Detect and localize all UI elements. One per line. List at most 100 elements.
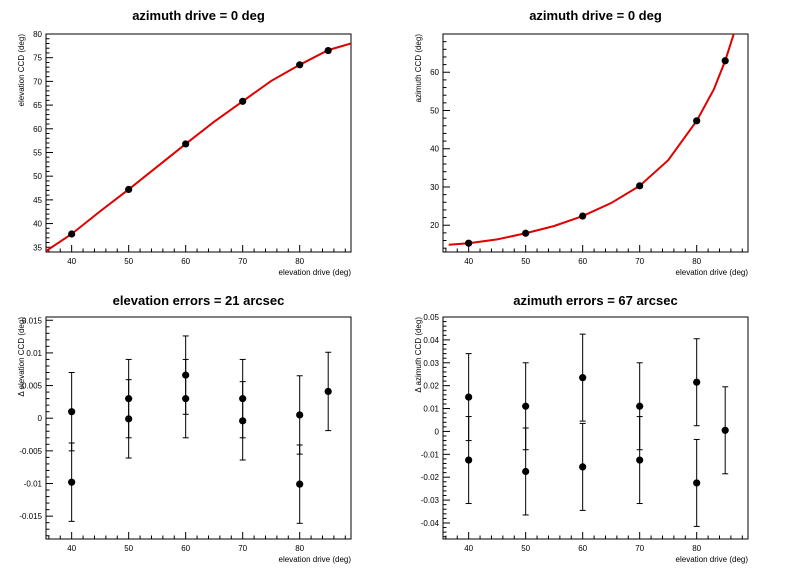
y-tick-label: -0.005: [19, 447, 42, 456]
data-point: [693, 378, 701, 386]
data-point: [522, 402, 530, 410]
y-axis-label: elevation CCD (deg): [17, 34, 26, 107]
data-point: [296, 61, 304, 69]
data-point: [182, 395, 190, 403]
data-point: [721, 57, 729, 65]
y-tick-label: 0.01: [26, 349, 42, 358]
x-axis-label: elevation drive (deg): [279, 555, 352, 564]
data-point: [693, 479, 701, 487]
x-tick-label: 80: [295, 257, 304, 266]
y-tick-label: 55: [33, 148, 42, 157]
y-tick-label: -0.03: [421, 496, 440, 505]
data-point: [636, 402, 644, 410]
y-axis-label: Δ azimuth CCD (deg): [414, 317, 423, 393]
x-tick-label: 70: [635, 544, 644, 553]
x-tick-label: 50: [124, 544, 133, 553]
chart-title: azimuth errors = 67 arcsec: [513, 293, 677, 308]
y-axis-label: Δ elevation CCD (deg): [17, 317, 26, 397]
chart-title: azimuth drive = 0 deg: [529, 8, 662, 23]
data-point: [522, 467, 530, 476]
data-point: [465, 456, 473, 464]
data-point: [693, 117, 701, 125]
data-point: [579, 463, 587, 471]
plot-frame: [45, 33, 352, 253]
y-tick-label: 0: [435, 427, 440, 436]
x-tick-label: 80: [692, 257, 701, 266]
data-point: [296, 480, 304, 488]
x-axis-label: elevation drive (deg): [676, 268, 749, 277]
y-tick-label: 60: [430, 68, 439, 77]
x-tick-label: 50: [124, 257, 133, 266]
y-tick-label: 20: [430, 221, 439, 230]
y-tick-label: 35: [33, 243, 42, 252]
data-point: [68, 478, 76, 486]
x-tick-label: 80: [295, 544, 304, 553]
data-point: [182, 140, 190, 148]
data-point: [125, 185, 133, 194]
data-point: [636, 456, 644, 464]
y-tick-label: 50: [33, 172, 42, 181]
x-tick-label: 60: [578, 544, 587, 553]
x-tick-label: 60: [578, 257, 587, 266]
x-tick-label: 40: [67, 257, 76, 266]
data-point: [579, 374, 587, 382]
y-tick-label: 0.015: [22, 316, 43, 325]
y-tick-label: -0.015: [19, 512, 42, 521]
y-tick-label: -0.02: [421, 473, 440, 482]
y-tick-label: 40: [430, 145, 439, 154]
x-axis-label: elevation drive (deg): [279, 268, 352, 277]
x-axis-label: elevation drive (deg): [676, 555, 749, 564]
y-tick-label: 0.005: [22, 382, 43, 391]
y-tick-label: 60: [33, 125, 42, 134]
x-tick-label: 60: [181, 257, 190, 266]
data-point: [636, 182, 644, 190]
y-tick-label: 0.03: [423, 359, 439, 368]
chart-panel-4: azimuth errors = 67 arcsec 40 50 60 70 80 -0.0…: [414, 293, 749, 564]
y-tick-label: 0.04: [423, 336, 439, 345]
x-tick-label: 50: [521, 257, 530, 266]
x-tick-label: 60: [181, 544, 190, 553]
chart-title: azimuth drive = 0 deg: [132, 8, 265, 23]
fit-curve: [46, 42, 351, 252]
x-tick-label: 80: [692, 544, 701, 553]
y-tick-label: -0.01: [421, 450, 440, 459]
data-point: [296, 411, 304, 419]
plot-frame: [442, 33, 749, 253]
data-point: [239, 97, 247, 105]
y-tick-label: 30: [430, 183, 439, 192]
data-point: [68, 230, 76, 238]
fit-curve: [448, 34, 735, 246]
y-tick-label: 0: [38, 414, 43, 423]
y-tick-label: 80: [33, 30, 42, 39]
data-point: [522, 229, 530, 237]
plot-frame: [45, 316, 352, 540]
x-tick-label: 70: [238, 544, 247, 553]
data-point: [324, 387, 332, 396]
y-tick-label: 75: [33, 54, 42, 63]
y-tick-label: 50: [430, 106, 439, 115]
y-tick-label: 70: [33, 77, 42, 86]
x-tick-label: 70: [238, 257, 247, 266]
y-tick-label: 0.02: [423, 382, 439, 391]
x-tick-label: 40: [67, 544, 76, 553]
y-tick-label: 45: [33, 196, 42, 205]
data-point: [579, 212, 587, 220]
data-point: [125, 415, 133, 423]
data-point: [721, 426, 729, 434]
y-axis-label: azimuth CCD (deg): [414, 34, 423, 103]
y-tick-label: -0.04: [421, 519, 440, 528]
data-point: [465, 393, 473, 401]
x-tick-label: 40: [464, 257, 473, 266]
plot-frame: [442, 316, 749, 540]
data-point: [68, 408, 76, 416]
chart-panel-2: azimuth drive = 0 deg 40 50 60 70 80 20 30 40 50 6…: [414, 8, 749, 277]
y-tick-label: 0.01: [423, 405, 439, 414]
x-tick-label: 40: [464, 544, 473, 553]
y-tick-label: 40: [33, 220, 42, 229]
data-point: [324, 46, 332, 55]
y-tick-label: -0.01: [24, 480, 43, 489]
x-tick-label: 50: [521, 544, 530, 553]
y-tick-label: 0.05: [423, 313, 439, 322]
data-point: [465, 239, 473, 247]
chart-panel-1: azimuth drive = 0 deg 40 50 60 70 80 35 40 45 50 5…: [17, 8, 352, 277]
